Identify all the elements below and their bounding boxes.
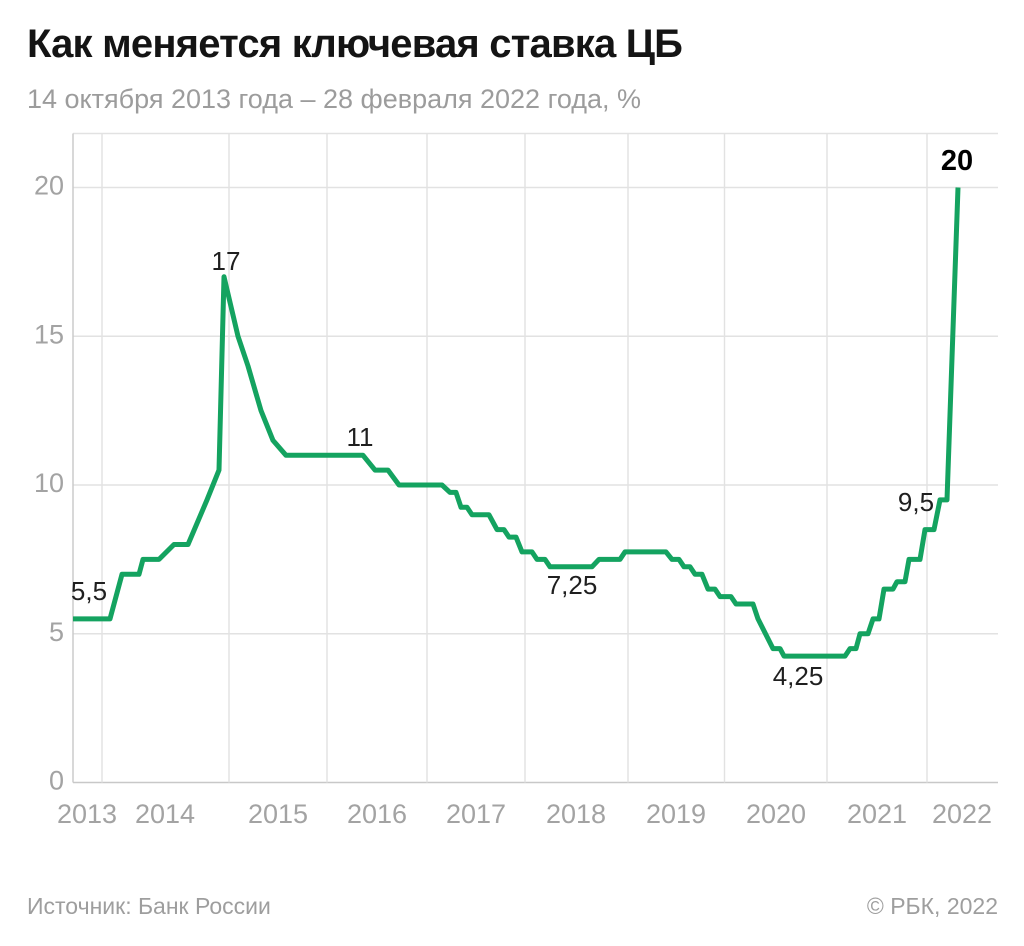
data-label-4-25: 4,25 bbox=[773, 661, 824, 691]
y-tick-label: 0 bbox=[49, 766, 64, 796]
y-tick-label: 5 bbox=[49, 617, 64, 647]
x-tick-label: 2020 bbox=[746, 799, 806, 829]
data-label-17: 17 bbox=[212, 246, 241, 276]
data-label-7-25: 7,25 bbox=[547, 570, 598, 600]
x-tick-label: 2016 bbox=[347, 799, 407, 829]
data-label-9-5: 9,5 bbox=[898, 487, 934, 517]
y-tick-label: 15 bbox=[34, 319, 64, 349]
x-tick-label: 2021 bbox=[847, 799, 907, 829]
copyright-label: © РБК, 2022 bbox=[866, 893, 998, 919]
source-label: Источник: Банк России bbox=[27, 893, 271, 919]
y-tick-label: 10 bbox=[34, 468, 64, 498]
data-label-5-5: 5,5 bbox=[71, 576, 107, 606]
chart-subtitle: 14 октября 2013 года – 28 февраля 2022 г… bbox=[27, 84, 642, 114]
x-tick-label: 2017 bbox=[446, 799, 506, 829]
y-tick-label: 20 bbox=[34, 171, 64, 201]
x-tick-label: 2014 bbox=[135, 799, 195, 829]
data-label-11: 11 bbox=[347, 422, 374, 452]
page-title: Как меняется ключевая ставка ЦБ bbox=[27, 22, 683, 66]
x-tick-label: 2015 bbox=[248, 799, 308, 829]
x-tick-label: 2019 bbox=[646, 799, 706, 829]
x-tick-label: 2013 bbox=[57, 799, 117, 829]
x-tick-label: 2022 bbox=[932, 799, 992, 829]
key-rate-line bbox=[73, 187, 961, 659]
x-tick-label: 2018 bbox=[546, 799, 606, 829]
data-label-20: 20 bbox=[941, 145, 973, 177]
